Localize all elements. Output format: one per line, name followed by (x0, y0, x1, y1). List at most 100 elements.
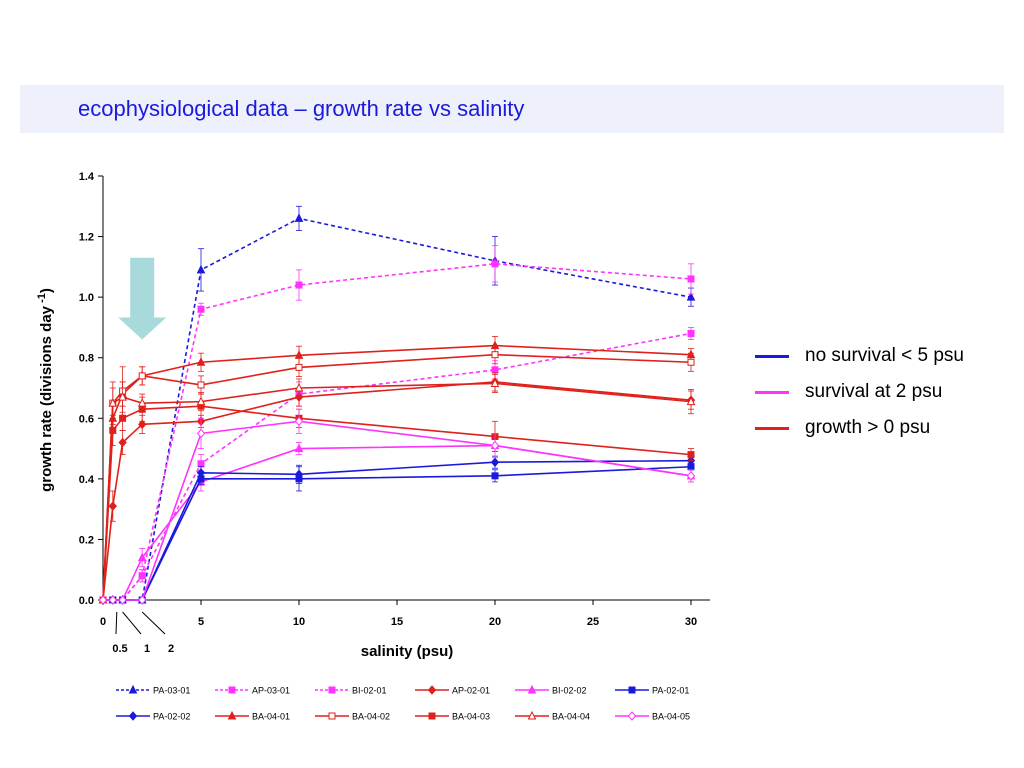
legend-marker (527, 684, 537, 694)
legend-label: PA-02-01 (652, 686, 689, 696)
legend-entry: BI-02-01 (315, 686, 387, 696)
data-point (108, 398, 118, 407)
down-arrow (118, 257, 167, 340)
legend-entry: BA-04-05 (615, 711, 690, 722)
data-point (98, 595, 108, 605)
low-salinity-label: 2 (168, 643, 174, 655)
legend-marker (428, 712, 436, 720)
y-tick-label: 0.2 (79, 534, 94, 546)
leader-line (115, 611, 118, 635)
data-point (490, 457, 500, 467)
data-point (686, 292, 696, 301)
legend-entry: AP-03-01 (215, 686, 290, 696)
data-point (137, 552, 147, 562)
series-pa-03-01 (98, 205, 696, 604)
series-line (102, 381, 692, 601)
side-legend-swatch (755, 390, 789, 394)
data-point (108, 501, 117, 511)
data-point (138, 595, 147, 605)
data-point (196, 468, 206, 478)
legend-marker (128, 711, 138, 721)
series-line (102, 382, 692, 601)
legend-marker (227, 710, 237, 720)
data-point (118, 437, 127, 448)
series-line (103, 332, 692, 601)
data-point (491, 351, 499, 359)
data-point (294, 469, 304, 480)
y-tick-label: 0.4 (79, 474, 95, 486)
data-point (686, 396, 696, 406)
series-line (103, 420, 692, 601)
legend-label: BA-04-02 (352, 712, 390, 722)
legend-entry: PA-03-01 (116, 684, 190, 696)
data-point (294, 382, 304, 392)
legend-label: BI-02-01 (352, 686, 387, 696)
y-tick-label: 1.4 (79, 171, 95, 183)
y-tick-label: 0.6 (79, 413, 94, 425)
side-legend-label: no survival < 5 psu (805, 345, 964, 366)
legend-label: AP-03-01 (252, 686, 290, 696)
data-point (138, 419, 147, 430)
legend-entry: BA-04-01 (215, 710, 290, 722)
data-point (687, 329, 695, 337)
data-point (197, 381, 205, 389)
x-tick-label: 15 (391, 616, 403, 628)
series-ap-03-01 (99, 245, 695, 604)
x-tick-label: 10 (293, 616, 305, 628)
data-point (196, 428, 206, 439)
legend-marker (628, 686, 636, 694)
series-ba-04-01 (98, 336, 696, 604)
x-tick-label: 20 (489, 616, 501, 628)
data-point (108, 595, 117, 605)
low-salinity-label: 1 (144, 643, 150, 655)
legend-marker (527, 710, 537, 720)
legend-label: PA-02-02 (153, 712, 190, 722)
low-salinity-label: 0.5 (112, 643, 127, 655)
legend-label: BA-04-03 (452, 712, 490, 722)
series-line (102, 344, 692, 601)
legend-entry: PA-02-01 (615, 686, 689, 696)
legend-marker (128, 684, 138, 694)
y-tick-label: 0.0 (79, 595, 94, 607)
legend-label: BA-04-04 (552, 712, 590, 722)
data-point (118, 391, 127, 401)
legend-marker (627, 711, 637, 721)
data-point (491, 472, 499, 480)
leader-line (141, 611, 166, 635)
data-point (118, 595, 127, 605)
data-point (138, 572, 146, 580)
data-point (687, 358, 695, 366)
series-line (102, 405, 692, 601)
y-tick-label: 0.8 (79, 353, 94, 365)
data-point (196, 396, 206, 406)
legend-label: PA-03-01 (153, 686, 190, 696)
legend-entry: BA-04-04 (515, 710, 590, 722)
x-tick-label: 25 (587, 616, 599, 628)
data-point (109, 426, 117, 434)
data-point (294, 443, 304, 453)
series-line (103, 263, 692, 601)
x-tick-label: 30 (685, 616, 697, 628)
legend-label: BA-04-05 (652, 712, 690, 722)
legend-marker (427, 685, 437, 695)
series-ba-04-05 (98, 408, 696, 605)
legend-label: BA-04-01 (252, 712, 290, 722)
side-legend-label: survival at 2 psu (805, 381, 943, 402)
data-point (196, 264, 206, 274)
x-axis-title: salinity (psu) (361, 643, 454, 660)
series-line (103, 465, 692, 601)
data-point (687, 451, 695, 459)
legend-entry: BA-04-02 (315, 712, 390, 722)
data-point (686, 471, 696, 481)
legend-marker (328, 686, 336, 694)
series-pa-02-02 (98, 455, 696, 605)
legend-entry: AP-02-01 (415, 685, 490, 696)
data-point (491, 366, 499, 374)
legend-label: AP-02-01 (452, 686, 490, 696)
legend-entry: BI-02-02 (515, 684, 587, 696)
data-point (295, 363, 303, 371)
legend-marker (228, 686, 236, 694)
legend-label: BI-02-02 (552, 686, 587, 696)
page-title: ecophysiological data – growth rate vs s… (78, 96, 525, 121)
side-legend-item: growth > 0 psu (755, 410, 1015, 446)
